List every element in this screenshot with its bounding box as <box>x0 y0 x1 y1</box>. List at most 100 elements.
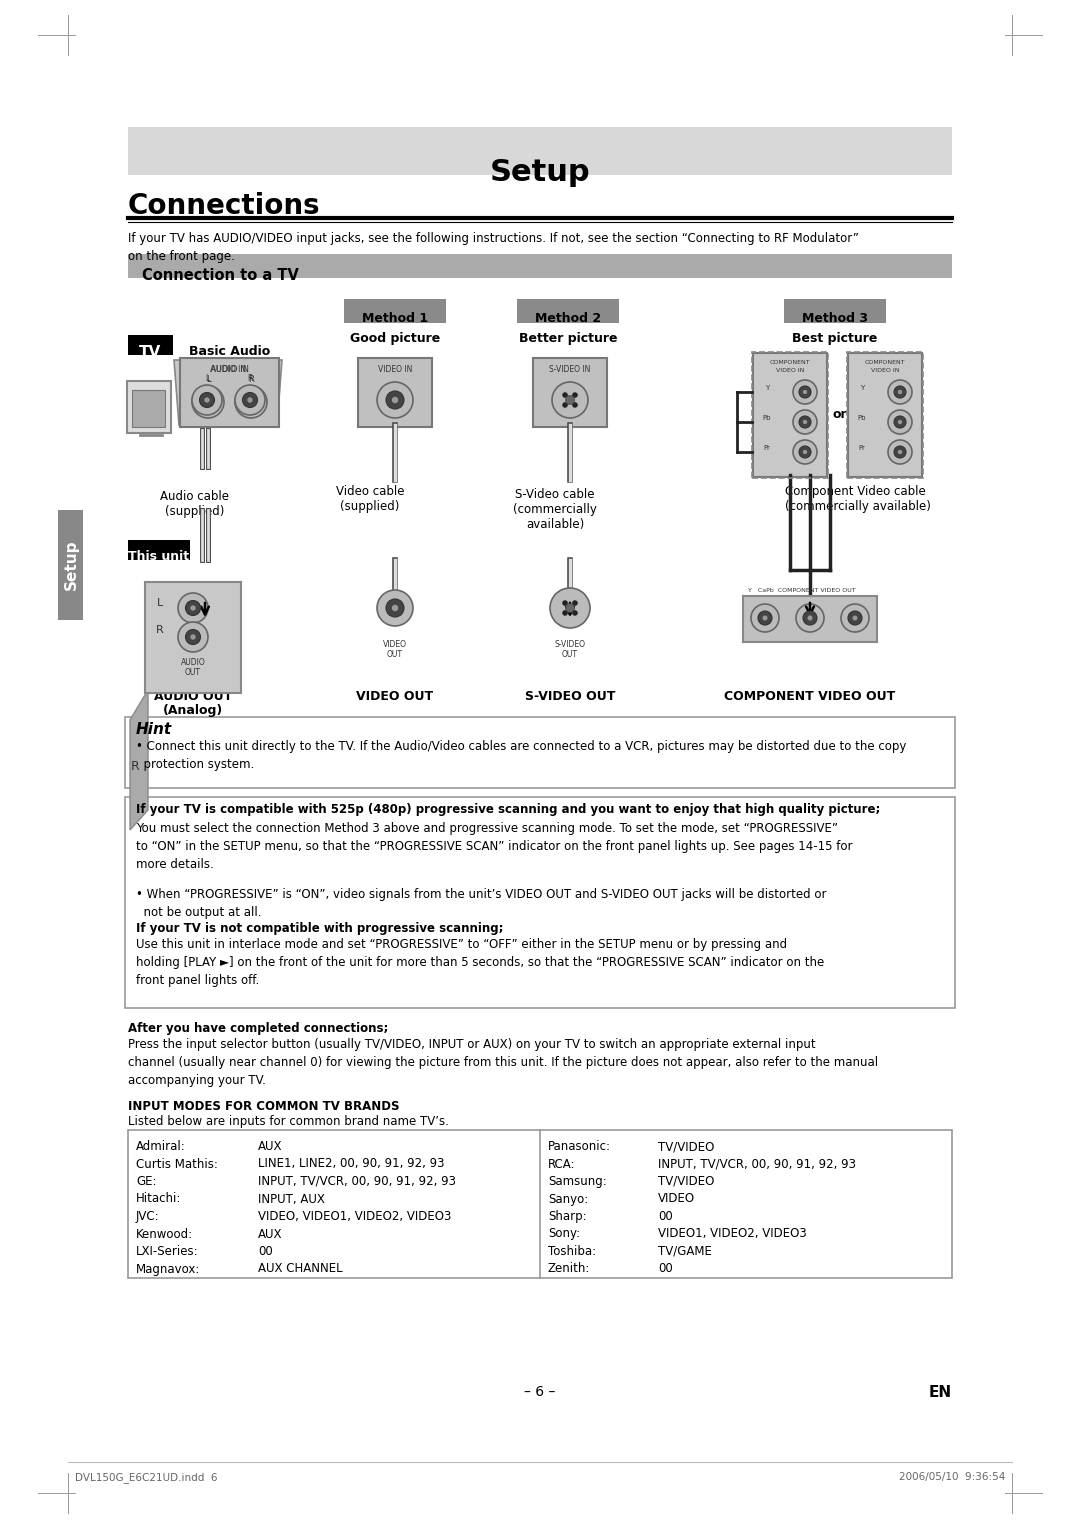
Text: OUT: OUT <box>387 649 403 659</box>
Text: VIDEO1, VIDEO2, VIDEO3: VIDEO1, VIDEO2, VIDEO3 <box>658 1227 807 1241</box>
Text: AUDIO: AUDIO <box>180 659 205 668</box>
Text: Listed below are inputs for common brand name TV’s.: Listed below are inputs for common brand… <box>129 1115 449 1128</box>
Text: TV/GAME: TV/GAME <box>658 1245 712 1258</box>
Circle shape <box>235 385 265 416</box>
Text: Sony:: Sony: <box>548 1227 580 1241</box>
Circle shape <box>550 588 590 628</box>
Text: Audio cable
(supplied): Audio cable (supplied) <box>161 490 229 518</box>
Text: Panasonic:: Panasonic: <box>548 1140 611 1154</box>
FancyBboxPatch shape <box>848 353 922 477</box>
Circle shape <box>888 380 912 403</box>
Circle shape <box>796 604 824 633</box>
Text: Pb: Pb <box>762 416 771 422</box>
Text: (Analog): (Analog) <box>163 704 224 717</box>
Polygon shape <box>174 361 282 425</box>
Bar <box>129 127 951 176</box>
Text: Good picture: Good picture <box>350 332 441 345</box>
Circle shape <box>563 601 568 605</box>
Text: Toshiba:: Toshiba: <box>548 1245 596 1258</box>
Text: – 6 –: – 6 – <box>524 1384 556 1400</box>
Circle shape <box>178 622 208 652</box>
Circle shape <box>572 601 578 605</box>
Circle shape <box>392 397 399 403</box>
Text: 00: 00 <box>258 1245 273 1258</box>
Text: JVC:: JVC: <box>136 1210 160 1222</box>
Text: L: L <box>205 374 210 384</box>
Circle shape <box>190 634 195 640</box>
Circle shape <box>190 605 195 611</box>
Text: S-VIDEO OUT: S-VIDEO OUT <box>525 691 616 703</box>
Text: OUT: OUT <box>185 668 201 677</box>
Text: Press the input selector button (usually TV/VIDEO, INPUT or AUX) on your TV to s: Press the input selector button (usually… <box>129 1038 878 1086</box>
FancyBboxPatch shape <box>357 358 432 426</box>
Circle shape <box>799 416 811 428</box>
Text: Basic Audio: Basic Audio <box>189 345 271 358</box>
Circle shape <box>572 393 578 397</box>
Circle shape <box>205 399 211 405</box>
Circle shape <box>894 416 906 428</box>
Text: COMPONENT: COMPONENT <box>865 361 905 365</box>
Circle shape <box>377 590 413 626</box>
Text: AUX: AUX <box>258 1140 283 1154</box>
FancyBboxPatch shape <box>180 358 279 426</box>
Circle shape <box>793 380 816 403</box>
FancyBboxPatch shape <box>534 358 607 426</box>
FancyBboxPatch shape <box>125 798 955 1008</box>
Bar <box>58 510 83 620</box>
Text: VIDEO IN: VIDEO IN <box>378 365 413 374</box>
Text: DVL150G_E6C21UD.indd  6: DVL150G_E6C21UD.indd 6 <box>75 1471 217 1482</box>
Text: AUDIO IN: AUDIO IN <box>210 365 248 374</box>
Circle shape <box>243 394 259 410</box>
Text: Hint: Hint <box>136 723 172 736</box>
Circle shape <box>386 599 404 617</box>
Text: Magnavox:: Magnavox: <box>136 1262 201 1276</box>
Text: or: or <box>833 408 848 422</box>
Text: TV: TV <box>139 345 161 361</box>
Text: S-VIDEO IN: S-VIDEO IN <box>550 365 591 374</box>
Circle shape <box>793 440 816 465</box>
Bar <box>129 254 951 278</box>
Text: VIDEO: VIDEO <box>383 640 407 649</box>
Text: S-VIDEO: S-VIDEO <box>554 640 585 649</box>
Circle shape <box>392 605 399 611</box>
Text: INPUT, TV/VCR, 00, 90, 91, 92, 93: INPUT, TV/VCR, 00, 90, 91, 92, 93 <box>658 1158 856 1170</box>
Text: If your TV has AUDIO/VIDEO input jacks, see the following instructions. If not, : If your TV has AUDIO/VIDEO input jacks, … <box>129 232 859 263</box>
Circle shape <box>799 387 811 397</box>
Circle shape <box>186 630 201 645</box>
Text: Pr: Pr <box>764 445 770 451</box>
Circle shape <box>200 393 215 408</box>
Text: Best picture: Best picture <box>793 332 878 345</box>
Circle shape <box>186 601 201 616</box>
Circle shape <box>852 616 858 620</box>
FancyBboxPatch shape <box>129 539 190 559</box>
Text: R: R <box>157 625 164 636</box>
Circle shape <box>386 391 404 410</box>
Circle shape <box>758 611 772 625</box>
Circle shape <box>897 420 902 425</box>
Text: R: R <box>131 759 139 773</box>
Circle shape <box>841 604 869 633</box>
Text: R: R <box>247 374 253 384</box>
FancyBboxPatch shape <box>517 299 619 322</box>
Text: VIDEO: VIDEO <box>658 1192 696 1206</box>
Text: Connection to a TV: Connection to a TV <box>141 267 299 283</box>
Circle shape <box>888 410 912 434</box>
Circle shape <box>751 604 779 633</box>
Text: COMPONENT: COMPONENT <box>770 361 810 365</box>
Text: Sanyo:: Sanyo: <box>548 1192 589 1206</box>
Text: If your TV is compatible with 525p (480p) progressive scanning and you want to e: If your TV is compatible with 525p (480p… <box>136 804 880 816</box>
Text: Video cable
(supplied): Video cable (supplied) <box>336 484 404 513</box>
Circle shape <box>572 402 578 408</box>
Text: INPUT, TV/VCR, 00, 90, 91, 92, 93: INPUT, TV/VCR, 00, 90, 91, 92, 93 <box>258 1175 456 1187</box>
FancyBboxPatch shape <box>743 596 877 642</box>
Text: Samsung:: Samsung: <box>548 1175 607 1187</box>
Circle shape <box>804 611 816 625</box>
Text: Setup: Setup <box>64 539 79 590</box>
Circle shape <box>204 397 210 403</box>
FancyBboxPatch shape <box>127 380 171 432</box>
Bar <box>129 1131 951 1277</box>
FancyBboxPatch shape <box>345 299 446 322</box>
FancyBboxPatch shape <box>753 353 827 477</box>
Circle shape <box>894 387 906 397</box>
Circle shape <box>243 393 257 408</box>
